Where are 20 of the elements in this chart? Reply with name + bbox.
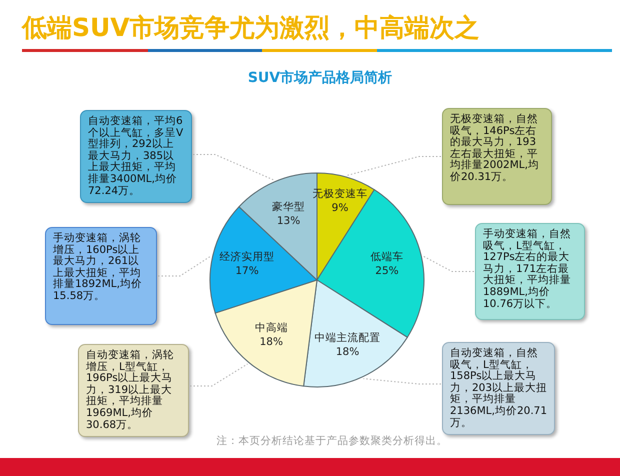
text: 自动变速箱，自然吸气，L型气缸，158Ps以上最大马力，203以上最大扭矩，平均排量2136ML,均价20.71万。	[442, 342, 555, 436]
text: 自动变速箱，涡轮增压，L型气缸，196Ps以上最大马力，319以上最大扭矩，平均排量1969ML,均价30.68万。	[78, 344, 189, 438]
slice-label: 中高端	[254, 321, 288, 336]
chart-subtitle: SUV市场产品格局简析	[248, 69, 392, 87]
slice-label: 豪华型	[272, 200, 306, 214]
slice-label: 低端车	[370, 250, 404, 264]
data-label: 18%	[334, 344, 360, 359]
data-label: 9%	[330, 200, 350, 215]
data-label: 17%	[234, 264, 260, 278]
slice-label: 中端主流配置	[314, 330, 381, 345]
data-label: 18%	[258, 335, 284, 350]
text: 手动变速箱，自然吸气，L型气缸，127Ps左右的最大马力，171左右最大扭矩，平均排量1889ML,均价10.76万以下。	[475, 223, 585, 320]
chart-title: 低端SUV市场竞争尤为激烈，中高端次之	[22, 12, 480, 44]
text: 手动变速箱，涡轮增压，160Ps以上最大马力，261以上最大扭矩，平均排量1892ML,均价15.58万。	[45, 227, 157, 325]
data-label: 25%	[374, 264, 400, 278]
slice-label: 经济实用型	[220, 250, 275, 264]
text: 自动变速箱，平均6个以上气缸，多呈V型排列，292以上最大马力，385以上最大扭矩，平均排量3400ML,均价72.24万。	[80, 110, 192, 204]
text: 无极变速箱，自然吸气，146Ps左右的最大马力，193左右最大扭矩，平均排量2002ML,均价20.31万。	[442, 108, 552, 205]
text: 注：本页分析结论基于产品参数聚类分析得出。	[216, 434, 448, 448]
data-label: 13%	[276, 214, 302, 228]
